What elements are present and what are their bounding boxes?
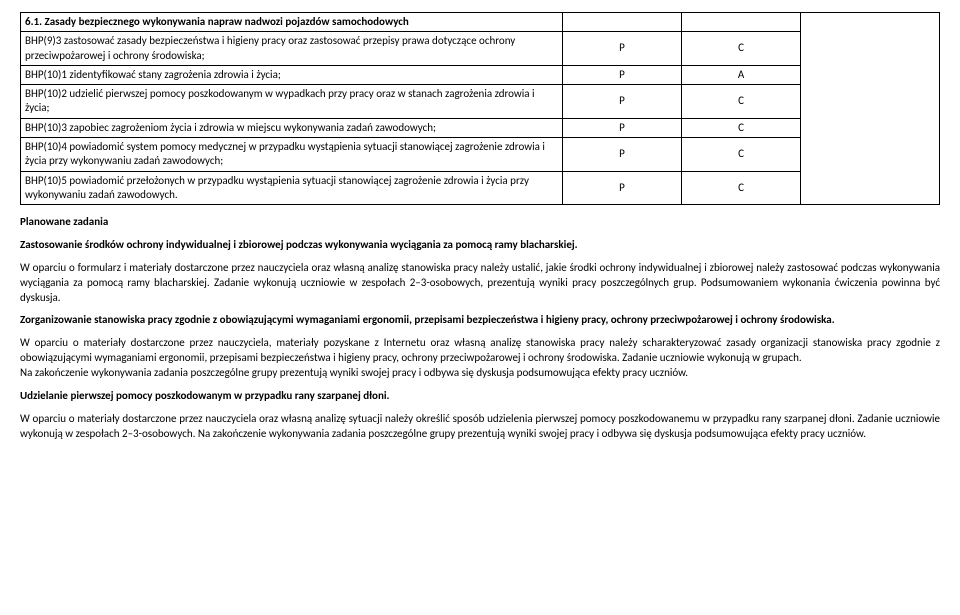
row-col2: P [563, 65, 682, 84]
row-col2: P [563, 171, 682, 205]
header-col3 [682, 13, 801, 32]
row-text: BHP(10)4 powiadomić system pomocy medycz… [21, 138, 563, 172]
row-text: BHP(10)3 zapobiec zagrożeniom życia i zd… [21, 118, 563, 137]
row-col2: P [563, 85, 682, 119]
task2-text-b: Na zakończenie wykonywania zadania poszc… [20, 366, 688, 379]
row-col2: P [563, 32, 682, 66]
row-col2: P [563, 138, 682, 172]
table-header-row: 6.1. Zasady bezpiecznego wykonywania nap… [21, 13, 940, 32]
body-section: Planowane zadania Zastosowanie środków o… [20, 215, 940, 441]
row-col3: C [682, 85, 801, 119]
table-empty-col [801, 13, 940, 205]
row-text: BHP(10)2 udzielić pierwszej pomocy poszk… [21, 85, 563, 119]
task3-heading: Udzielanie pierwszej pomocy poszkodowany… [20, 389, 940, 404]
row-text: BHP(9)3 zastosować zasady bezpieczeństwa… [21, 32, 563, 66]
task1-heading: Zastosowanie środków ochrony indywidualn… [20, 238, 940, 253]
planned-tasks-heading: Planowane zadania [20, 215, 940, 230]
row-text: BHP(10)5 powiadomić przełożonych w przyp… [21, 171, 563, 205]
task2-heading: Zorganizowanie stanowiska pracy zgodnie … [20, 313, 940, 328]
table-header-title: 6.1. Zasady bezpiecznego wykonywania nap… [21, 13, 563, 32]
row-col3: C [682, 171, 801, 205]
row-text: BHP(10)1 zidentyfikować stany zagrożenia… [21, 65, 563, 84]
row-col2: P [563, 118, 682, 137]
competency-table: 6.1. Zasady bezpiecznego wykonywania nap… [20, 12, 940, 205]
row-col3: C [682, 138, 801, 172]
row-col3: C [682, 118, 801, 137]
task2-text: W oparciu o materiały dostarczone przez … [20, 336, 940, 381]
header-col2 [563, 13, 682, 32]
task3-text: W oparciu o materiały dostarczone przez … [20, 412, 940, 442]
task2-text-a: W oparciu o materiały dostarczone przez … [20, 336, 940, 364]
row-col3: A [682, 65, 801, 84]
task1-text: W oparciu o formularz i materiały dostar… [20, 261, 940, 306]
row-col3: C [682, 32, 801, 66]
